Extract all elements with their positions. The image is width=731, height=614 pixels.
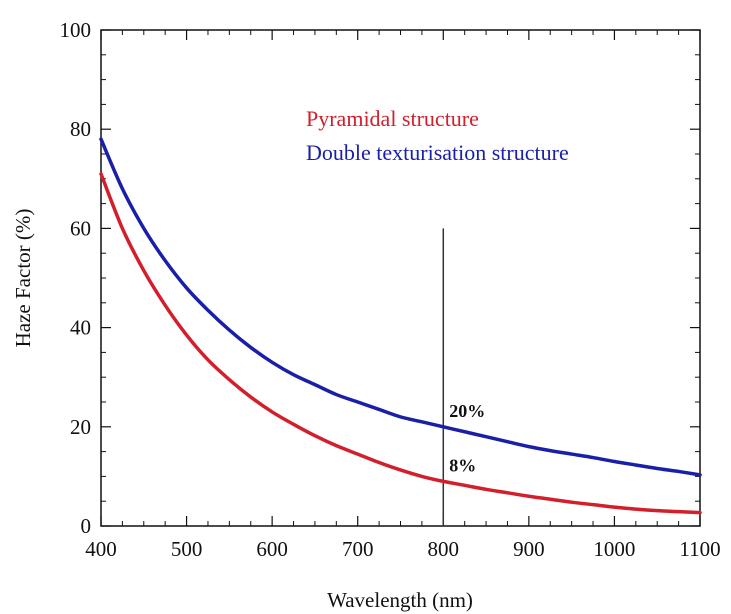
- y-tick-label: 80: [70, 117, 91, 141]
- x-tick-label: 1100: [679, 537, 720, 561]
- y-tick-label: 0: [81, 514, 92, 538]
- x-tick-label: 400: [85, 537, 117, 561]
- x-axis-label: Wavelength (nm): [327, 588, 473, 612]
- x-tick-label: 900: [513, 537, 545, 561]
- annotation-8-percent: 8%: [449, 455, 476, 475]
- annotation-20-percent: 20%: [449, 401, 485, 421]
- legend-entry-double-texturisation: Double texturisation structure: [306, 140, 569, 165]
- x-tick-label: 1000: [593, 537, 635, 561]
- x-tick-label: 700: [342, 537, 374, 561]
- plot-frame: [100, 29, 701, 527]
- y-tick-label: 40: [70, 316, 91, 340]
- y-tick-label: 60: [70, 216, 91, 240]
- y-axis-label: Haze Factor (%): [11, 209, 35, 348]
- legend-entry-pyramidal: Pyramidal structure: [306, 106, 479, 131]
- axis-ticks: [100, 29, 701, 527]
- series-group: [99, 137, 702, 515]
- series-line-pyramidal: [99, 172, 702, 515]
- y-tick-label: 100: [60, 18, 92, 42]
- axis-tick-labels: 400 500 600 700 800 900 1000 1100 0 20 40 60 80 100: [60, 18, 721, 561]
- x-tick-label: 600: [256, 537, 288, 561]
- x-tick-label: 500: [171, 537, 203, 561]
- series-line-double-texturisation: [99, 137, 702, 477]
- y-tick-label: 20: [70, 415, 91, 439]
- x-tick-label: 800: [428, 537, 460, 561]
